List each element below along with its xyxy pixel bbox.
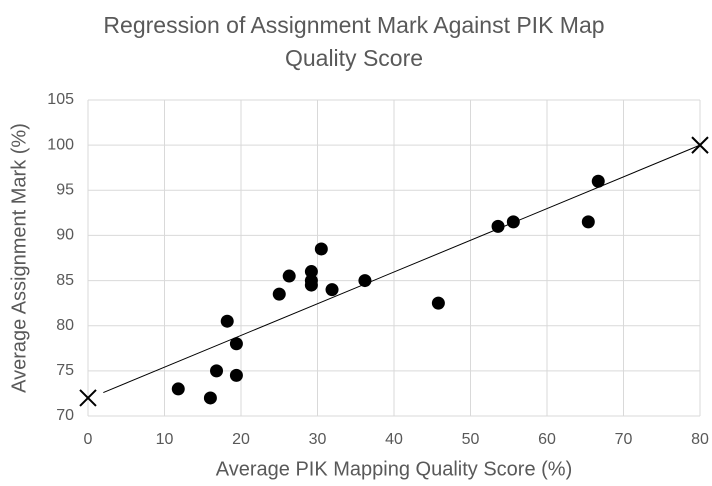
point: [304, 265, 318, 279]
point: [491, 219, 505, 233]
x-tick-label: 60: [538, 431, 556, 448]
point: [229, 368, 243, 382]
y-axis-label: Average Assignment Mark (%): [8, 123, 30, 393]
point: [358, 274, 372, 288]
point: [581, 215, 595, 229]
x-tick-label: 0: [84, 431, 93, 448]
y-tick-label: 105: [47, 91, 74, 108]
chart-title: Regression of Assignment Mark Against PI…: [103, 12, 604, 38]
trend-line: [103, 144, 701, 393]
y-tick-label: 90: [56, 227, 74, 244]
point: [282, 269, 296, 283]
cross-marker: [691, 136, 709, 154]
cross-marker: [79, 389, 97, 407]
point: [272, 287, 286, 301]
x-tick-label: 20: [232, 431, 250, 448]
point: [506, 215, 520, 229]
chart-title: Quality Score: [285, 45, 423, 71]
x-tick-label: 70: [615, 431, 633, 448]
x-tick-label: 30: [309, 431, 327, 448]
point: [431, 296, 445, 310]
x-tick-label: 80: [691, 431, 709, 448]
point: [325, 283, 339, 297]
y-tick-label: 95: [56, 182, 74, 199]
y-tick-label: 70: [56, 407, 74, 424]
point: [220, 314, 234, 328]
point: [314, 242, 328, 256]
y-tick-label: 100: [47, 136, 74, 153]
x-axis-label: Average PIK Mapping Quality Score (%): [216, 458, 572, 480]
point: [171, 382, 185, 396]
y-tick-label: 75: [56, 362, 74, 379]
point: [210, 364, 224, 378]
x-tick-label: 50: [462, 431, 480, 448]
point: [591, 174, 605, 188]
y-tick-label: 80: [56, 317, 74, 334]
point: [229, 337, 243, 351]
x-tick-label: 10: [156, 431, 174, 448]
y-tick-label: 85: [56, 272, 74, 289]
point: [203, 391, 217, 405]
x-tick-label: 40: [385, 431, 403, 448]
point: [304, 278, 318, 292]
